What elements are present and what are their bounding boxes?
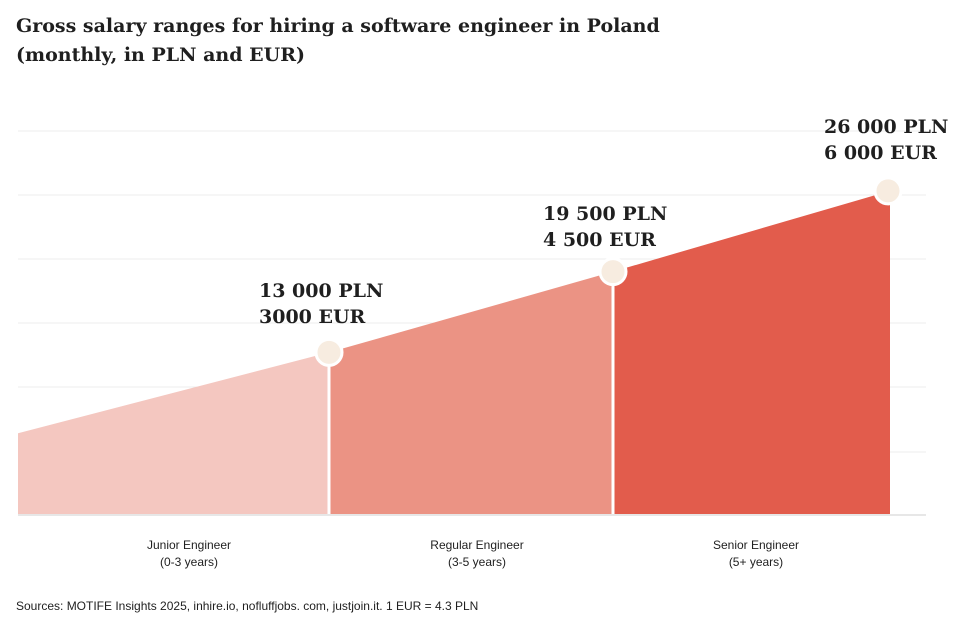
- data-label-eur-1: 3000 EUR: [259, 306, 366, 328]
- category-label-2: Regular Engineer: [430, 538, 523, 552]
- title-line-2: (monthly, in PLN and EUR): [16, 44, 305, 66]
- category-years-1: (0-3 years): [160, 555, 218, 569]
- category-label-3: Senior Engineer: [713, 538, 799, 552]
- chart-title: Gross salary ranges for hiring a softwar…: [16, 12, 916, 70]
- data-label-eur-3: 6 000 EUR: [824, 142, 937, 164]
- data-label-pln-3: 26 000 PLN: [824, 116, 948, 138]
- title-line-1: Gross salary ranges for hiring a softwar…: [16, 15, 660, 37]
- data-label-eur-2: 4 500 EUR: [543, 229, 656, 251]
- category-years-2: (3-5 years): [448, 555, 506, 569]
- data-label-pln-1: 13 000 PLN: [259, 280, 383, 302]
- regular-area: [329, 271, 613, 514]
- senior-area: [613, 190, 890, 514]
- junior-area: [18, 352, 329, 514]
- data-point-marker-2: [598, 257, 628, 287]
- data-point-marker-1: [314, 337, 344, 367]
- category-label-1: Junior Engineer: [147, 538, 231, 552]
- source-note: Sources: MOTIFE Insights 2025, inhire.io…: [16, 599, 479, 613]
- data-point-marker-3: [873, 176, 903, 206]
- data-label-pln-2: 19 500 PLN: [543, 203, 667, 225]
- category-years-3: (5+ years): [729, 555, 783, 569]
